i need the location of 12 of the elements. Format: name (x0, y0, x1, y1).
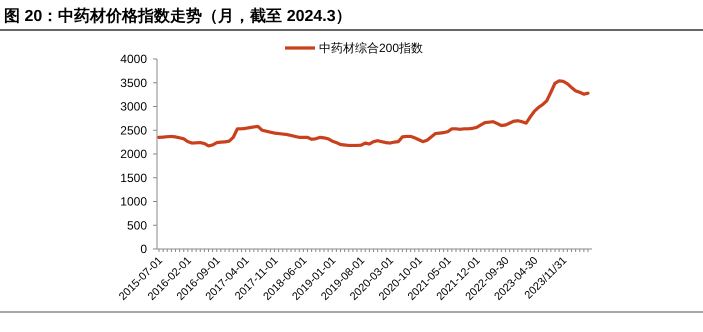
y-tick-label: 4000 (120, 52, 148, 66)
y-tick-label: 500 (126, 218, 148, 232)
y-tick-label: 3000 (120, 100, 148, 114)
line-series (157, 79, 590, 148)
y-tick-label: 1000 (120, 194, 148, 208)
chart-title: 图 20：中药材价格指数走势（月，截至 2024.3） (4, 7, 352, 25)
y-tick-label: 0 (140, 242, 148, 256)
y-tick-label: 3500 (120, 76, 148, 90)
y-tick-label: 2500 (120, 123, 148, 138)
y-tick-label: 2000 (120, 147, 148, 161)
y-tick-label: 1500 (120, 170, 148, 185)
legend-label: 中药材综合200指数 (319, 41, 424, 55)
